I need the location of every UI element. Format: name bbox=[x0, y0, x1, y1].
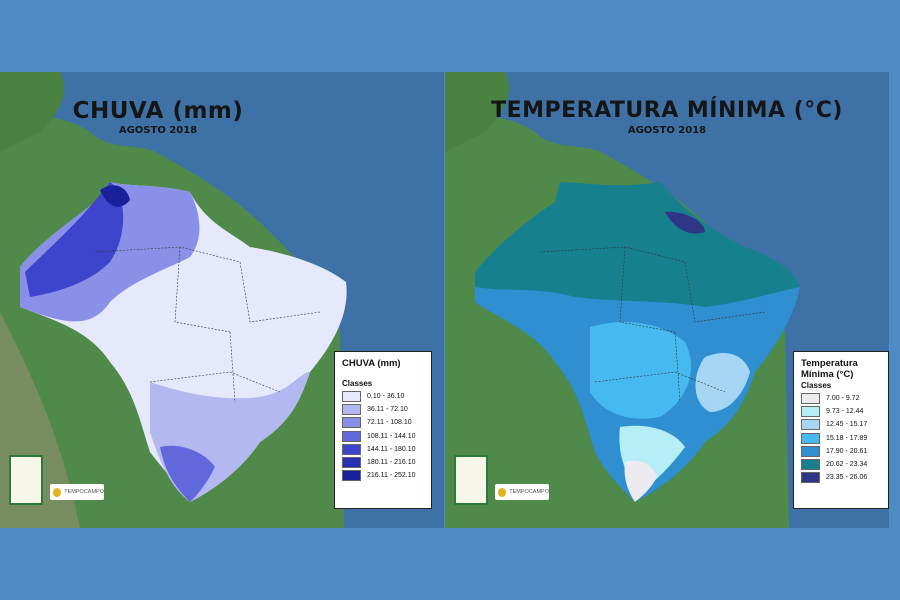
legend-swatch bbox=[342, 391, 361, 403]
institution-logo bbox=[454, 455, 488, 505]
legend-label: 9.73 - 12.44 bbox=[826, 408, 864, 416]
legend-classes-label: Classes bbox=[342, 379, 373, 388]
legend-title: Temperatura Mínima (°C) bbox=[801, 358, 858, 380]
map-title: TEMPERATURA MÍNIMA (°C) bbox=[491, 98, 843, 123]
map-title: CHUVA (mm) bbox=[72, 98, 244, 124]
legend-swatch bbox=[801, 406, 820, 418]
legend-item: 23.35 - 26.06 bbox=[801, 471, 888, 484]
legend-label: 216.11 - 252.10 bbox=[367, 472, 416, 480]
legend-label: 15.18 - 17.89 bbox=[826, 434, 868, 442]
legend-swatch bbox=[801, 432, 820, 444]
tempocampo-logo: TEMPOCAMPO bbox=[495, 484, 549, 500]
map-subtitle: AGOSTO 2018 bbox=[627, 125, 707, 136]
legend-item: 12.45 - 15.17 bbox=[801, 418, 888, 431]
legend-classes-label: Classes bbox=[801, 381, 832, 390]
legend-swatch bbox=[342, 443, 361, 455]
legend-item: 7.00 - 9.72 bbox=[801, 392, 888, 405]
legend-label: 17.90 - 20.61 bbox=[826, 447, 868, 455]
map-legend: Temperatura Mínima (°C) Classes 7.00 - 9… bbox=[793, 351, 889, 509]
legend-swatch bbox=[801, 472, 820, 484]
legend-item: 15.18 - 17.89 bbox=[801, 432, 888, 445]
legend-item: 108.11 - 144.10 bbox=[342, 430, 431, 443]
legend-label: 72.11 - 108.10 bbox=[367, 419, 412, 427]
legend-swatch bbox=[801, 445, 820, 457]
rain-map-panel: CHUVA (mm) AGOSTO 2018 CHUVA (mm) Classe… bbox=[0, 72, 444, 528]
legend-swatch bbox=[342, 470, 361, 482]
rain-map bbox=[0, 72, 444, 528]
legend-swatch bbox=[342, 417, 361, 429]
legend-item: 72.11 - 108.10 bbox=[342, 416, 431, 429]
legend-item: 0.10 - 36.10 bbox=[342, 390, 431, 403]
legend-label: 144.11 - 180.10 bbox=[367, 445, 416, 453]
legend-label: 180.11 - 216.10 bbox=[367, 459, 416, 467]
legend-label: 108.11 - 144.10 bbox=[367, 432, 416, 440]
legend-label: 12.45 - 15.17 bbox=[826, 421, 868, 429]
legend-item: 17.90 - 20.61 bbox=[801, 445, 888, 458]
legend-item: 20.62 - 23.34 bbox=[801, 458, 888, 471]
legend-label: 20.62 - 23.34 bbox=[826, 461, 868, 469]
legend-label: 0.10 - 36.10 bbox=[367, 393, 405, 401]
temperature-map-panel: TEMPERATURA MÍNIMA (°C) AGOSTO 2018 Temp… bbox=[445, 72, 889, 528]
legend-swatch bbox=[801, 419, 820, 431]
legend-item: 180.11 - 216.10 bbox=[342, 456, 431, 469]
legend-label: 36.11 - 72.10 bbox=[367, 406, 408, 414]
legend-swatch bbox=[342, 457, 361, 469]
legend-swatch bbox=[801, 393, 820, 405]
legend-title: CHUVA (mm) bbox=[342, 358, 401, 369]
legend-label: 23.35 - 26.06 bbox=[826, 474, 868, 482]
map-legend: CHUVA (mm) Classes 0.10 - 36.10 36.11 - 7… bbox=[334, 351, 432, 509]
institution-logo bbox=[9, 455, 43, 505]
legend-item: 144.11 - 180.10 bbox=[342, 443, 431, 456]
legend-rows: 0.10 - 36.10 36.11 - 72.10 72.11 - 108.10 1… bbox=[335, 390, 431, 482]
legend-item: 36.11 - 72.10 bbox=[342, 403, 431, 416]
legend-swatch bbox=[342, 430, 361, 442]
legend-item: 9.73 - 12.44 bbox=[801, 405, 888, 418]
legend-swatch bbox=[342, 404, 361, 416]
legend-label: 7.00 - 9.72 bbox=[826, 395, 860, 403]
legend-swatch bbox=[801, 459, 820, 471]
legend-item: 216.11 - 252.10 bbox=[342, 469, 431, 482]
tempocampo-logo: TEMPOCAMPO bbox=[50, 484, 104, 500]
legend-rows: 7.00 - 9.72 9.73 - 12.44 12.45 - 15.17 15.1… bbox=[794, 392, 888, 484]
map-subtitle: AGOSTO 2018 bbox=[118, 125, 198, 136]
